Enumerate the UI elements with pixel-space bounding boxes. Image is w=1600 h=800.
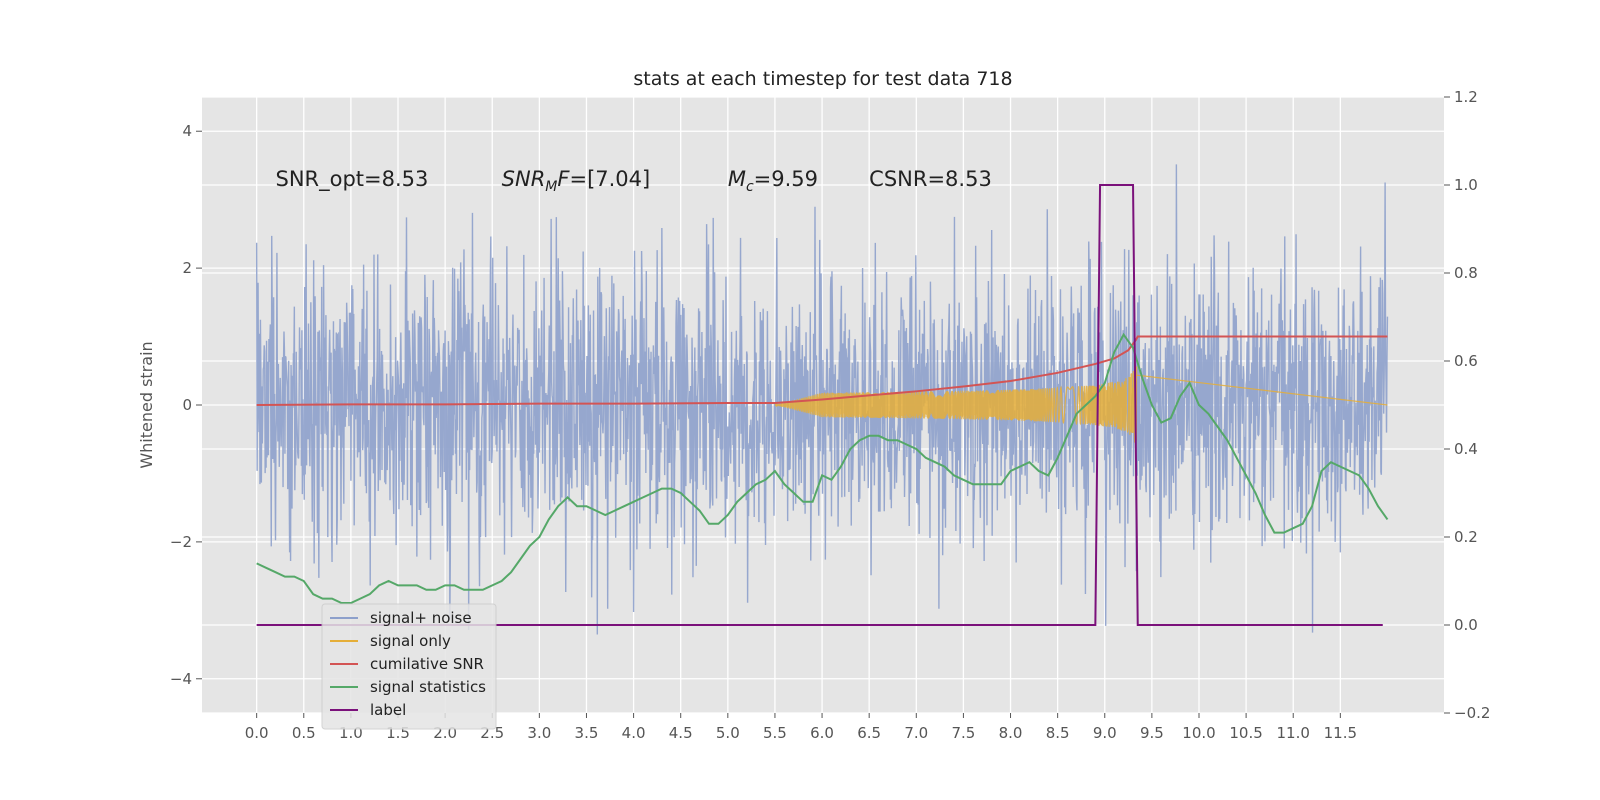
x-tick-label: 3.0 (527, 724, 551, 742)
annotation-3: CSNR=8.53 (869, 167, 992, 191)
y2-tick-label: 0.4 (1454, 440, 1478, 458)
series-layer (256, 184, 1389, 626)
legend-label: signal+ noise (370, 609, 472, 627)
y2-axis: −0.2 0.0 0.2 0.4 0.6 0.8 1.0 1.2 (1444, 88, 1490, 722)
legend-label: cumilative SNR (370, 655, 484, 673)
y-tick-label: 0 (182, 396, 192, 414)
y2-tick-label: 0.0 (1454, 616, 1478, 634)
x-tick-label: 10.0 (1182, 724, 1215, 742)
y-tick-label: 4 (182, 122, 192, 140)
legend: signal+ noise signal only cumilative SNR si… (321, 603, 497, 730)
legend-label: signal statistics (370, 678, 486, 696)
x-tick-label: 7.0 (904, 724, 928, 742)
y2-tick-label: 0.2 (1454, 528, 1478, 546)
y-axis-label: Whitened strain (137, 341, 156, 468)
y-axis: −4 −2 0 2 4 (170, 122, 202, 688)
y2-tick-label: 1.0 (1454, 176, 1478, 194)
y2-tick-label: 0.6 (1454, 352, 1478, 370)
series-signal-only-line (774, 366, 1388, 443)
y-tick-label: 2 (182, 259, 192, 277)
annotation-1: SNRMF=[7.04] (502, 167, 651, 195)
y-tick-label: −2 (170, 533, 192, 551)
series-label-line (256, 184, 1383, 626)
x-tick-label: 0.0 (245, 724, 269, 742)
legend-box (321, 603, 497, 730)
x-tick-label: 4.5 (669, 724, 693, 742)
x-tick-label: 7.5 (951, 724, 975, 742)
x-tick-label: 9.0 (1093, 724, 1117, 742)
annotations: SNR_opt=8.53 SNRMF=[7.04] Mc=9.59 CSNR=8.53 (276, 167, 992, 195)
y2-tick-label: 0.8 (1454, 264, 1478, 282)
legend-label: label (370, 701, 406, 719)
y2-tick-label: −0.2 (1454, 704, 1490, 722)
x-tick-label: 5.5 (763, 724, 787, 742)
series-signal-statistics-line (256, 332, 1389, 604)
x-tick-label: 11.5 (1324, 724, 1357, 742)
x-tick-label: 6.5 (857, 724, 881, 742)
x-tick-label: 6.0 (810, 724, 834, 742)
x-tick-label: 11.0 (1277, 724, 1310, 742)
x-tick-label: 4.0 (622, 724, 646, 742)
y2-tick-label: 1.2 (1454, 88, 1478, 106)
chart-title: stats at each timestep for test data 718 (633, 68, 1012, 90)
x-tick-label: 10.5 (1229, 724, 1262, 742)
annotation-2: Mc=9.59 (728, 167, 818, 195)
x-tick-label: 3.5 (575, 724, 599, 742)
x-tick-label: 0.5 (292, 724, 316, 742)
x-tick-label: 8.5 (1046, 724, 1070, 742)
x-tick-label: 5.0 (716, 724, 740, 742)
x-tick-label: 9.5 (1140, 724, 1164, 742)
legend-label: signal only (370, 632, 451, 650)
x-tick-label: 8.0 (999, 724, 1023, 742)
annotation-0: SNR_opt=8.53 (276, 167, 429, 192)
y-tick-label: −4 (170, 670, 192, 688)
series-cumilative-snr-line (256, 335, 1388, 406)
